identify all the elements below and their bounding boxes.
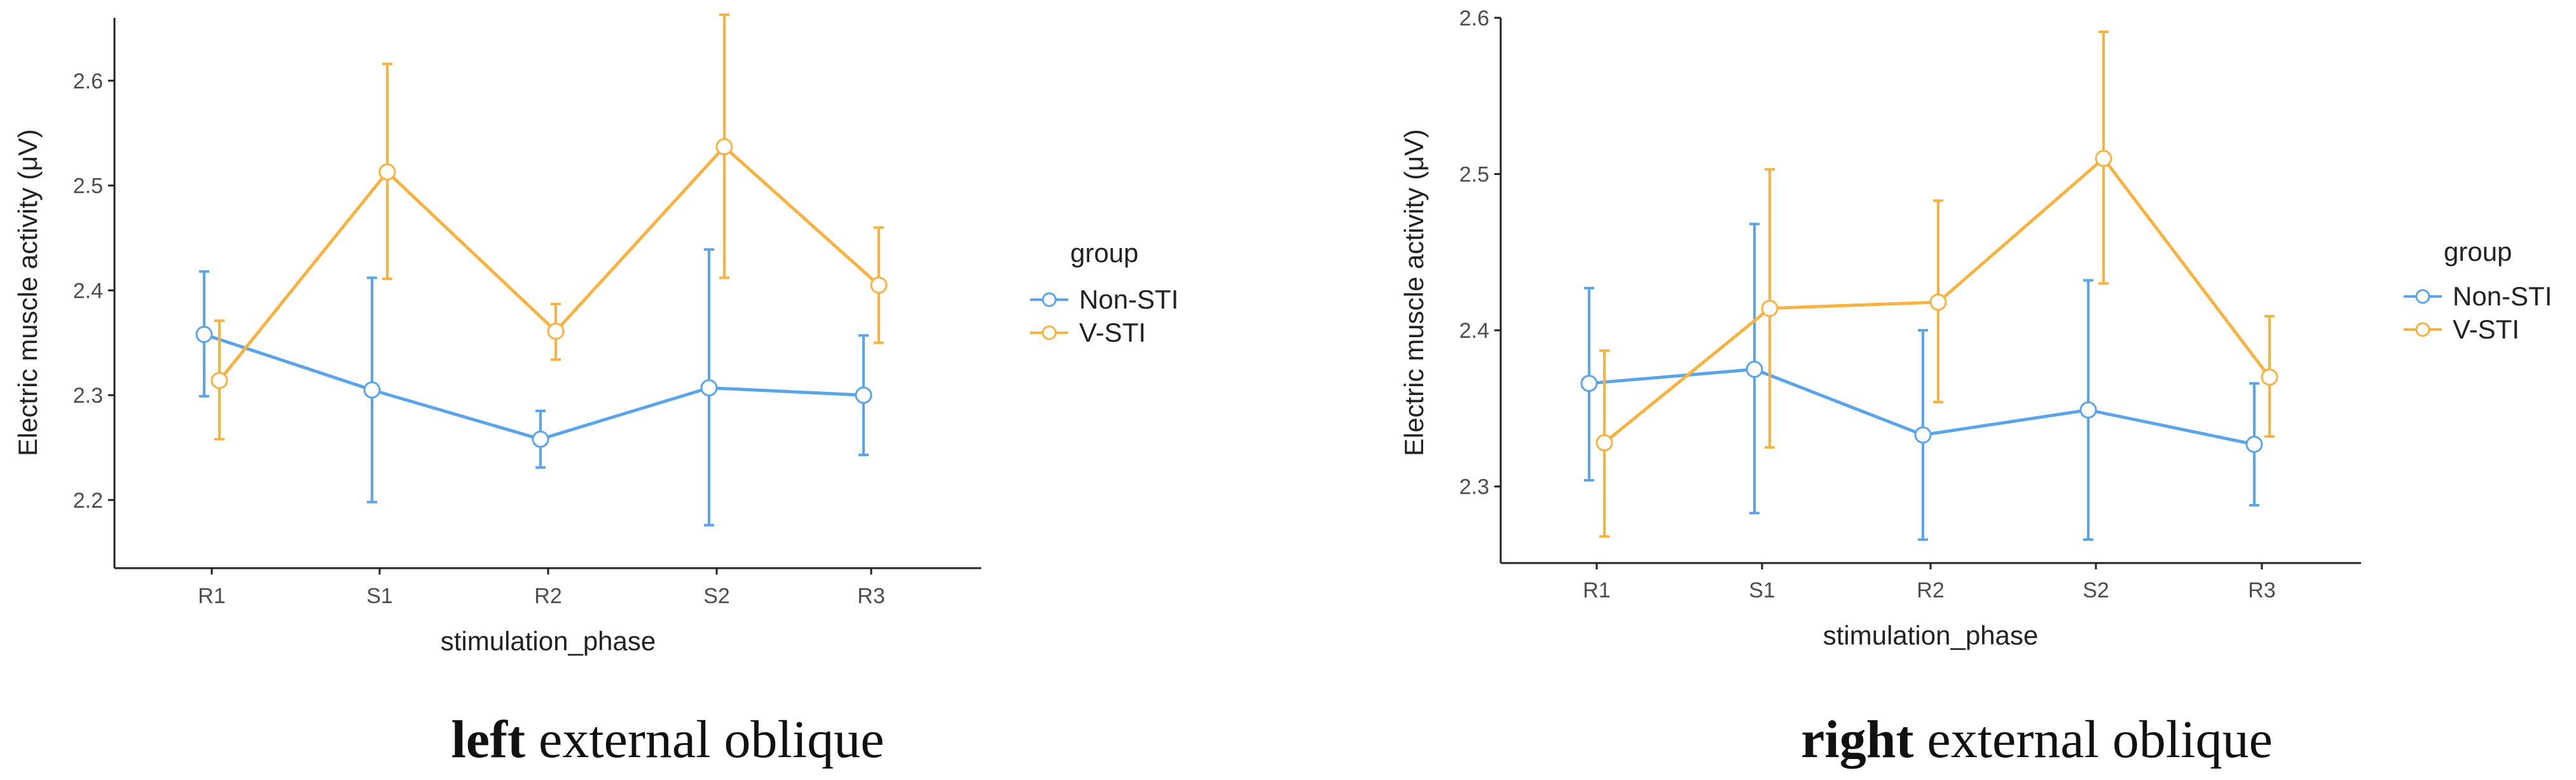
right-x-axis-title: stimulation_phase (1823, 620, 2039, 650)
right-legend-title: group (2444, 237, 2512, 267)
left-caption-rest: external oblique (525, 710, 884, 769)
right-data-point-non-sti (1580, 375, 1598, 393)
left-caption-bold: left (451, 710, 525, 769)
left-series-line-v-sti (218, 145, 880, 382)
left-x-tick-label: S2 (703, 584, 730, 608)
left-x-tick-label: R2 (534, 584, 561, 608)
right-x-tick-label: S2 (2083, 578, 2109, 602)
right-legend-label-non-sti: Non-STI (2453, 281, 2552, 311)
right-series (1580, 31, 2278, 541)
left-legend-label-v-sti: V-STI (1079, 317, 1146, 347)
left-legend-label-non-sti: Non-STI (1079, 284, 1178, 314)
left-y-tick-label: 2.6 (73, 69, 103, 94)
left-legend-marker-non-sti (1042, 292, 1057, 307)
right-data-point-v-sti (1595, 434, 1613, 452)
right-y-tick-label: 2.3 (1459, 475, 1489, 499)
left-data-point-v-sti (547, 323, 565, 340)
right-x-tick-label: R2 (1917, 578, 1944, 602)
left-data-point-v-sti (210, 372, 228, 389)
left-legend-marker-v-sti (1042, 325, 1057, 340)
left-series (195, 13, 888, 527)
left-legend: group Non-STI V-STI (1030, 238, 1178, 347)
left-x-ticks: R1 S1 R2 S2 R3 (198, 568, 885, 608)
right-legend-label-v-sti: V-STI (2453, 314, 2519, 344)
right-x-tick-label: S1 (1749, 578, 1775, 602)
right-caption-bold: right (1801, 710, 1913, 769)
left-y-tick-label: 2.3 (73, 384, 103, 408)
right-x-ticks: R1 S1 R2 S2 R3 (1583, 563, 2276, 602)
left-data-point-non-sti (363, 381, 381, 399)
left-y-tick-label: 2.2 (73, 489, 103, 513)
right-data-point-non-sti (1914, 426, 1932, 444)
right-data-point-v-sti (2261, 368, 2278, 386)
right-legend: group Non-STI V-STI (2404, 237, 2552, 344)
left-y-tick-label: 2.5 (73, 174, 103, 198)
left-data-point-v-sti (715, 138, 733, 156)
right-data-point-v-sti (1761, 300, 1779, 317)
left-legend-title: group (1070, 238, 1138, 268)
left-x-tick-label: R3 (857, 584, 885, 608)
right-y-tick-label: 2.6 (1459, 6, 1489, 31)
left-caption: left external oblique (451, 710, 884, 769)
right-data-point-non-sti (2079, 401, 2097, 419)
right-caption: right external oblique (1801, 710, 2273, 769)
right-y-ticks: 2.3 2.4 2.5 2.6 (1459, 6, 1501, 499)
left-data-point-non-sti (855, 386, 872, 404)
left-data-point-non-sti (700, 379, 718, 397)
right-data-point-v-sti (1929, 293, 1947, 311)
chart-right: 2.3 2.4 2.5 2.6 R1 S1 R2 S2 R3 stimulation_phas… (1399, 6, 2552, 769)
left-y-axis-title: Electric muscle activity (μV) (13, 129, 43, 456)
left-y-ticks: 2.2 2.3 2.4 2.5 2.6 (73, 69, 114, 513)
right-legend-marker-v-sti (2415, 322, 2430, 337)
right-y-tick-label: 2.4 (1459, 319, 1489, 343)
right-data-point-non-sti (1746, 361, 1763, 379)
chart-left: 2.2 2.3 2.4 2.5 2.6 R1 S1 R2 S2 R3 stimulation_p… (13, 13, 1178, 769)
right-data-point-non-sti (2245, 435, 2263, 453)
right-caption-rest: external oblique (1913, 710, 2272, 769)
right-legend-marker-non-sti (2415, 289, 2430, 304)
right-y-axis-title: Electric muscle activity (μV) (1399, 129, 1429, 456)
left-data-point-v-sti (870, 276, 888, 294)
left-x-axis-title: stimulation_phase (441, 626, 656, 656)
left-x-tick-label: R1 (198, 584, 225, 608)
left-data-point-non-sti (532, 430, 549, 448)
left-series-line-non-sti (203, 333, 864, 441)
left-data-point-non-sti (195, 326, 213, 344)
right-x-tick-label: R1 (1583, 578, 1610, 602)
right-data-point-v-sti (2095, 150, 2112, 167)
left-x-tick-label: S1 (366, 584, 393, 608)
left-y-tick-label: 2.4 (73, 279, 103, 303)
left-data-point-v-sti (378, 163, 396, 181)
right-x-tick-label: R3 (2248, 578, 2275, 602)
right-y-tick-label: 2.5 (1459, 163, 1489, 187)
